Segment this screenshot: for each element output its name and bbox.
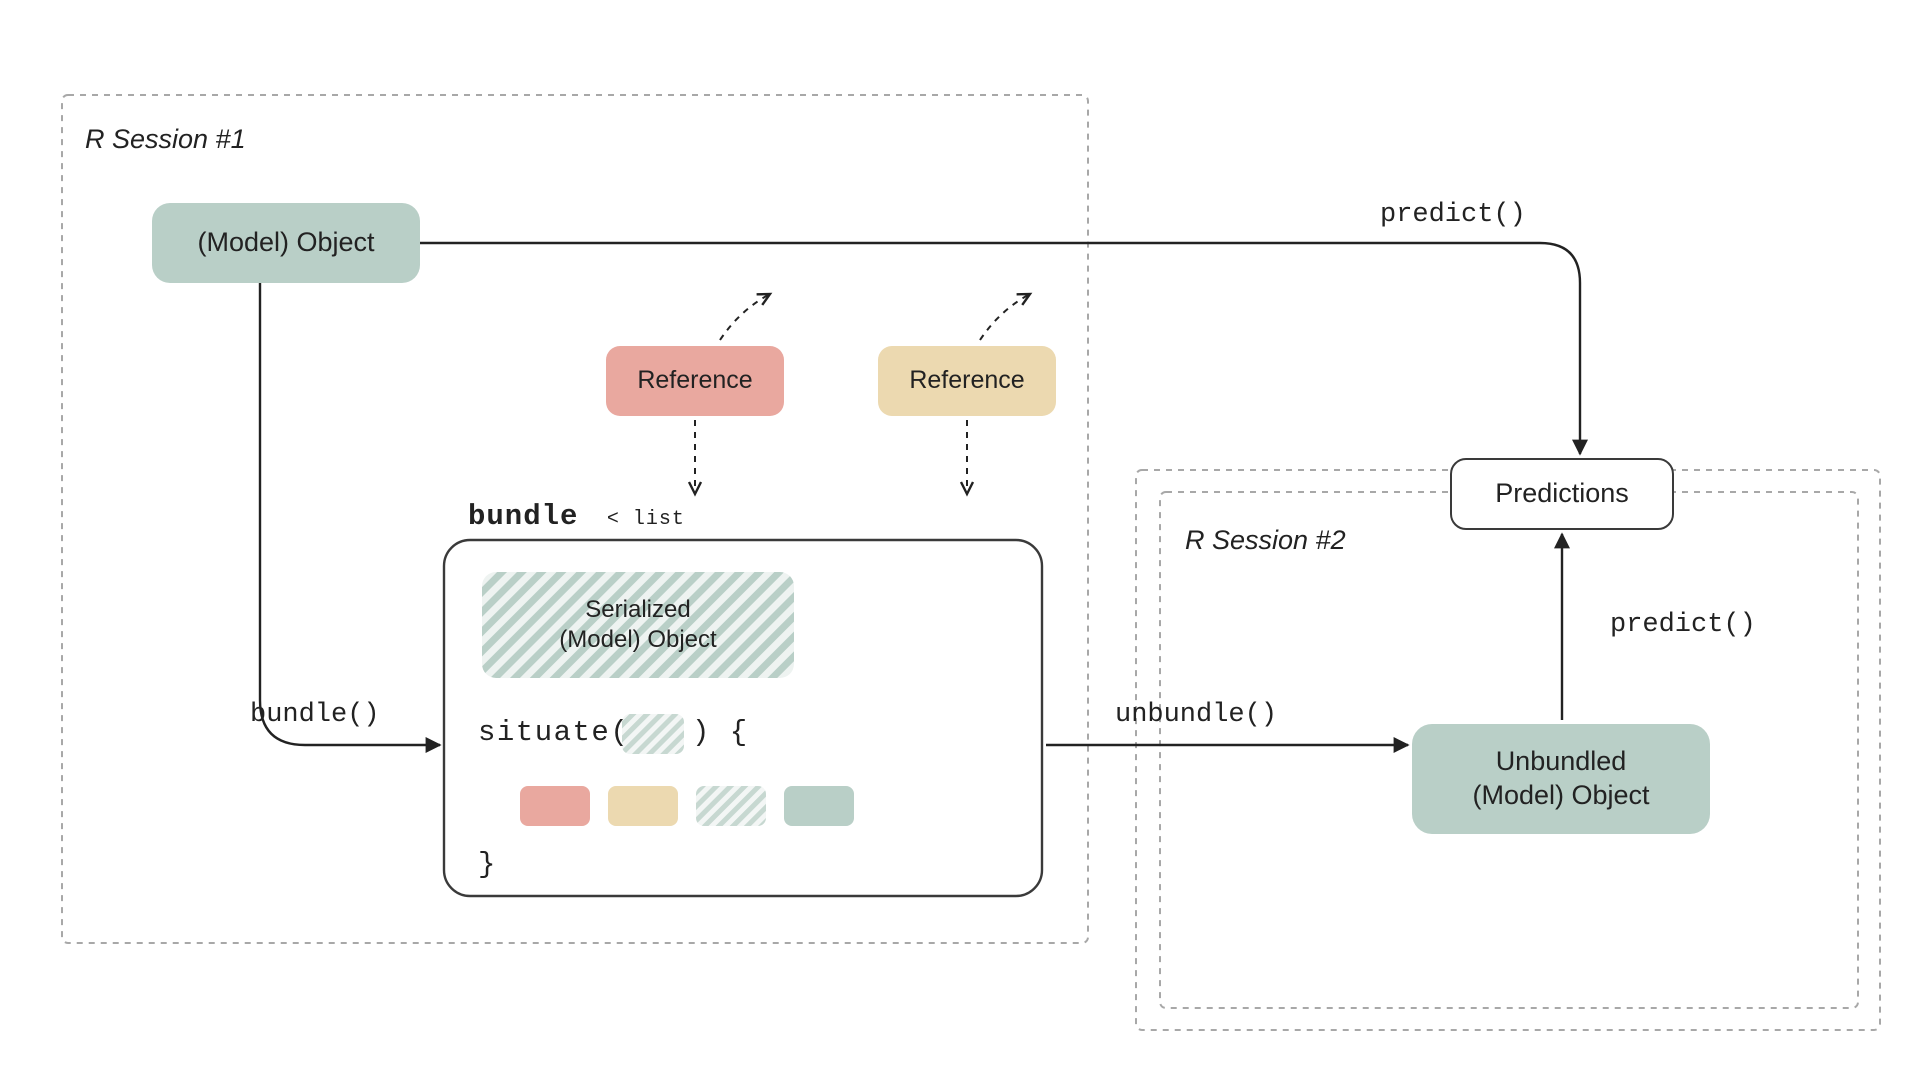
- edge-label-predict-right: predict(): [1610, 610, 1756, 640]
- reference-1-label: Reference: [637, 365, 752, 396]
- unbundled-label: Unbundled (Model) Object: [1472, 745, 1649, 813]
- situate-close-text: ) {: [692, 716, 749, 749]
- unbundled-node: Unbundled (Model) Object: [1412, 724, 1710, 834]
- situate-open: situate(: [478, 716, 629, 749]
- diagram-stage: R Session #1 R Session #2 (Model) Object…: [0, 0, 1920, 1080]
- svg-overlay: [0, 0, 1920, 1080]
- edge-ref2-up: [980, 294, 1030, 340]
- model-object-node: (Model) Object: [152, 203, 420, 283]
- session1-label: R Session #1: [85, 124, 246, 155]
- edge-ref1-up: [720, 294, 770, 340]
- edge-model-to-bundle: [260, 283, 440, 745]
- reference-2-node: Reference: [878, 346, 1056, 416]
- chip-sage-hatched: [696, 786, 766, 826]
- serialized-model-label: Serialized (Model) Object: [559, 595, 716, 655]
- session2-label: R Session #2: [1185, 525, 1346, 556]
- bundle-subtitle-text: < list: [607, 508, 685, 531]
- edge-label-bundle: bundle(): [250, 700, 380, 730]
- model-object-label: (Model) Object: [197, 226, 374, 260]
- predictions-label: Predictions: [1495, 477, 1629, 511]
- situate-open-text: situate(: [478, 716, 629, 749]
- chip-sage: [784, 786, 854, 826]
- chip-salmon: [520, 786, 590, 826]
- situate-brace-close-text: }: [478, 848, 495, 881]
- reference-1-node: Reference: [606, 346, 784, 416]
- bundle-title-text: bundle: [468, 500, 578, 533]
- edge-label-unbundle: unbundle(): [1115, 700, 1277, 730]
- serialized-model-label-wrap: Serialized (Model) Object: [482, 572, 794, 678]
- chip-cream: [608, 786, 678, 826]
- situate-close: ) {: [692, 716, 749, 749]
- bundle-title: bundle < list: [468, 500, 685, 533]
- reference-2-label: Reference: [909, 365, 1024, 396]
- situate-arg-hatched: [622, 714, 684, 754]
- predictions-node: Predictions: [1450, 458, 1674, 530]
- edge-label-predict-top: predict(): [1380, 200, 1526, 230]
- situate-brace-close: }: [478, 848, 495, 881]
